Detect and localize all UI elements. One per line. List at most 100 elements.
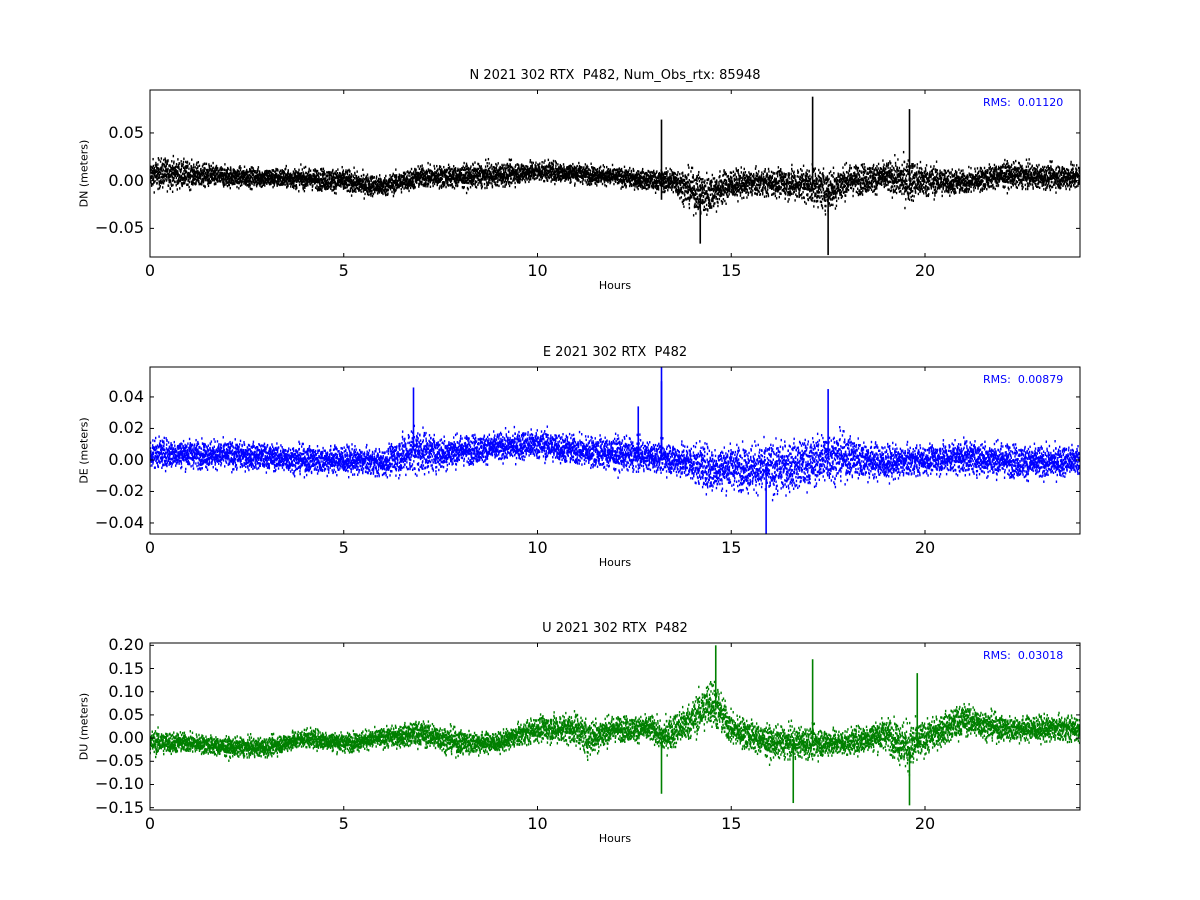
data-point	[186, 160, 189, 164]
data-point	[326, 187, 329, 190]
data-point	[424, 183, 426, 187]
data-point	[629, 182, 631, 186]
data-point	[208, 165, 211, 168]
data-point	[186, 174, 189, 177]
data-point	[239, 165, 241, 168]
data-point	[581, 166, 583, 169]
data-point	[487, 157, 490, 161]
data-point	[641, 185, 644, 188]
data-point	[346, 172, 349, 176]
data-point	[657, 185, 660, 188]
data-point	[334, 176, 336, 180]
data-point	[404, 177, 406, 180]
data-point	[300, 163, 302, 166]
data-point	[413, 173, 416, 177]
data-point	[622, 177, 625, 181]
data-point	[240, 181, 243, 184]
data-point	[332, 174, 334, 177]
data-point	[311, 185, 314, 188]
data-point	[340, 179, 343, 183]
data-point	[564, 167, 566, 171]
data-point	[460, 176, 462, 180]
data-point	[436, 181, 438, 184]
data-point	[523, 171, 525, 174]
data-point	[665, 186, 668, 189]
data-point	[623, 165, 626, 169]
data-point	[331, 171, 333, 174]
data-point	[664, 189, 666, 193]
data-point	[507, 169, 510, 172]
data-point	[427, 185, 429, 188]
data-point	[517, 179, 520, 182]
data-point	[333, 186, 336, 189]
data-point	[312, 184, 314, 187]
data-point	[256, 169, 258, 173]
data-point	[645, 179, 647, 182]
data-point	[184, 179, 187, 182]
data-point	[169, 169, 171, 173]
data-point	[471, 179, 473, 183]
data-point	[181, 184, 184, 187]
data-point	[630, 183, 632, 186]
data-point	[164, 174, 166, 178]
data-point	[239, 169, 242, 172]
data-point	[507, 174, 509, 177]
data-point	[404, 171, 406, 174]
data-point	[582, 177, 584, 181]
data-point	[322, 175, 324, 178]
data-point	[236, 185, 238, 189]
data-point	[589, 169, 592, 172]
data-point	[589, 182, 591, 186]
data-point	[613, 172, 615, 175]
data-point	[652, 183, 655, 186]
data-point	[430, 178, 432, 182]
data-point	[323, 171, 325, 175]
data-point	[392, 172, 394, 176]
data-point	[183, 170, 185, 173]
data-point	[212, 168, 214, 171]
data-point	[644, 186, 646, 190]
data-point	[461, 167, 464, 171]
data-point	[439, 165, 442, 169]
data-point	[665, 181, 667, 185]
data-point	[370, 179, 372, 182]
data-point	[596, 168, 599, 171]
data-point	[464, 181, 467, 184]
data-point	[223, 181, 225, 185]
data-point	[189, 188, 191, 192]
data-point	[241, 170, 243, 173]
data-point	[293, 186, 295, 190]
data-point	[562, 163, 565, 166]
data-point	[602, 171, 604, 174]
data-point	[642, 177, 644, 180]
data-point	[151, 174, 153, 177]
data-point	[465, 171, 467, 174]
data-point	[491, 177, 494, 181]
data-point	[271, 174, 273, 178]
data-point	[628, 178, 631, 182]
data-point	[228, 178, 231, 181]
data-point	[577, 173, 579, 176]
data-point	[346, 178, 349, 182]
data-point	[516, 172, 518, 175]
data-point	[506, 166, 508, 170]
data-point	[538, 168, 540, 171]
data-point	[528, 178, 531, 181]
data-point	[452, 170, 455, 174]
data-point	[332, 188, 335, 191]
data-point	[274, 181, 276, 185]
data-point	[551, 170, 554, 173]
data-point	[412, 180, 414, 183]
data-point	[445, 185, 447, 189]
data-point	[407, 185, 409, 188]
data-point	[164, 169, 166, 173]
data-point	[499, 178, 501, 182]
data-point	[323, 173, 325, 177]
data-point	[648, 170, 650, 173]
data-point	[409, 170, 412, 173]
data-point	[500, 179, 503, 183]
data-point	[169, 187, 172, 191]
data-point	[520, 163, 523, 166]
data-point	[503, 172, 506, 176]
data-point	[438, 187, 441, 190]
